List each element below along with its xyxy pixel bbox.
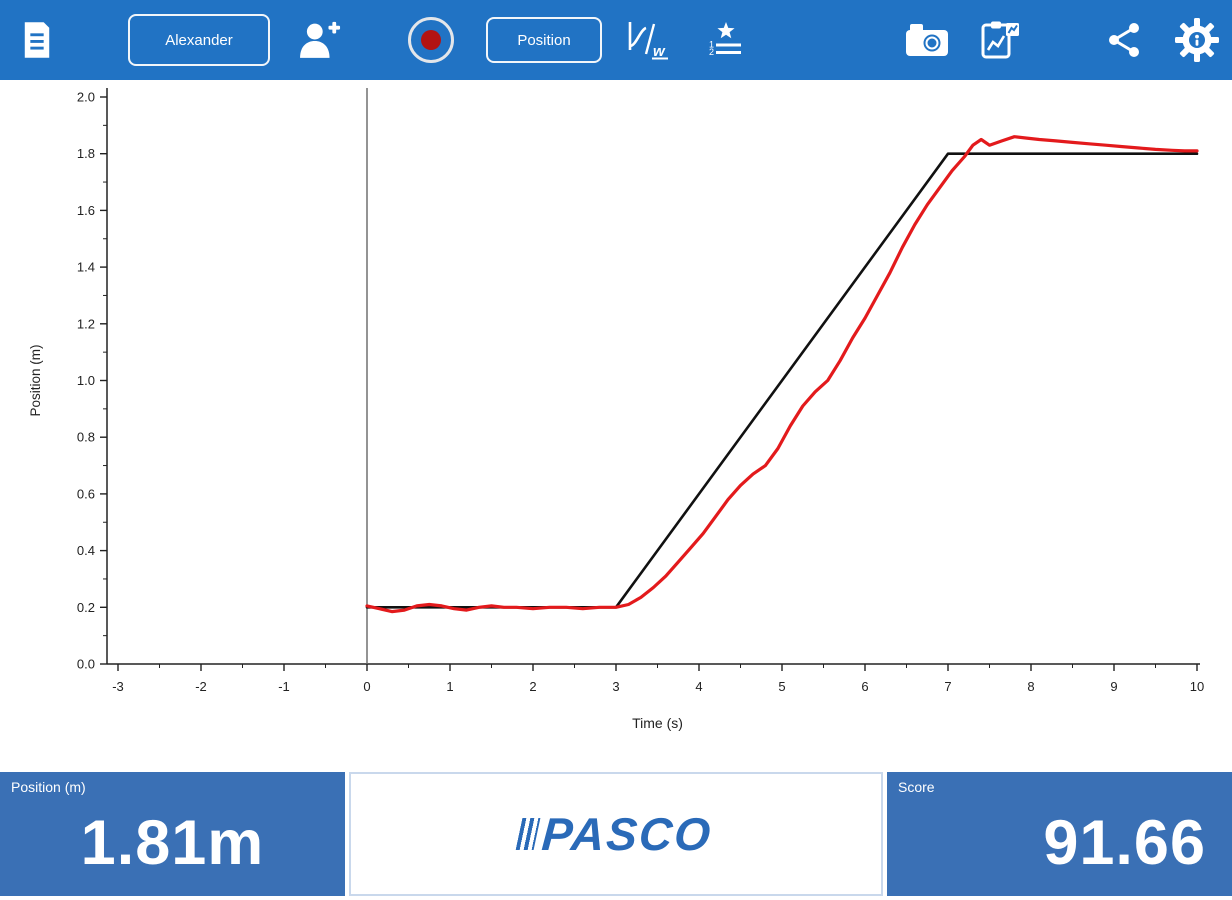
svg-text:2: 2 [529, 679, 536, 694]
svg-text:7: 7 [944, 679, 951, 694]
position-display-label: Position (m) [11, 779, 86, 795]
chart-area[interactable]: 0.0 0.2 0.4 0.6 0.8 1.0 1.2 1.4 1.6 1.8 2.0 -3 -2 -1 0… [0, 80, 1232, 748]
file-icon [24, 22, 50, 58]
svg-text:1: 1 [709, 40, 714, 50]
target-path-line [365, 152, 1199, 609]
svg-text:10: 10 [1190, 679, 1204, 694]
svg-text:1.8: 1.8 [77, 146, 95, 161]
measurement-button-label: Position [517, 31, 571, 49]
share-icon [1109, 23, 1139, 57]
pasco-logo: PASCO [516, 807, 715, 861]
record-dot [421, 30, 441, 50]
svg-text:1.6: 1.6 [77, 203, 95, 218]
svg-text:-2: -2 [195, 679, 207, 694]
svg-text:0.2: 0.2 [77, 600, 95, 615]
svg-text:0.6: 0.6 [77, 486, 95, 501]
svg-text:0.0: 0.0 [77, 657, 95, 672]
svg-text:0.4: 0.4 [77, 543, 95, 558]
user-button-label: Alexander [165, 31, 233, 49]
score-display-panel[interactable]: Score 91.66 [887, 772, 1232, 896]
record-icon [408, 17, 454, 63]
toolbar: Alexander Position w [0, 0, 1232, 80]
journal-button[interactable] [980, 20, 1020, 60]
svg-text:3: 3 [612, 679, 619, 694]
position-display-panel[interactable]: Position (m) 1.81m [0, 772, 345, 896]
svg-text:9: 9 [1110, 679, 1117, 694]
svg-text:5: 5 [778, 679, 785, 694]
add-user-icon [300, 21, 341, 58]
svg-text:2.0: 2.0 [77, 90, 95, 105]
pasco-logo-text: PASCO [540, 808, 715, 860]
score-display-value: 91.66 [1043, 807, 1206, 878]
recorded-position-line [365, 135, 1199, 614]
journal-icon [981, 21, 1019, 59]
measurement-button[interactable]: Position [486, 17, 602, 63]
x-axis-title: Time (s) [632, 715, 683, 731]
position-display-value: 1.81m [80, 807, 265, 878]
graph-tools-icon: w [628, 22, 668, 60]
svg-text:1.0: 1.0 [77, 373, 95, 388]
svg-text:6: 6 [861, 679, 868, 694]
svg-text:0.8: 0.8 [77, 430, 95, 445]
settings-button[interactable] [1174, 17, 1220, 63]
graph-tools-button[interactable]: w [624, 20, 670, 60]
y-axis-title: Position (m) [28, 344, 43, 416]
svg-text:-3: -3 [112, 679, 124, 694]
svg-text:0: 0 [363, 679, 370, 694]
share-button[interactable] [1103, 20, 1145, 60]
svg-text:8: 8 [1027, 679, 1034, 694]
scoreboard-button[interactable]: 1 2 [705, 20, 747, 60]
user-button[interactable]: Alexander [128, 14, 270, 66]
camera-icon [906, 24, 948, 56]
svg-text:1: 1 [446, 679, 453, 694]
settings-gear-icon [1175, 18, 1219, 62]
add-user-button[interactable] [296, 20, 342, 60]
camera-button[interactable] [905, 22, 949, 58]
file-button[interactable] [20, 20, 54, 60]
svg-text:2: 2 [709, 47, 714, 57]
svg-text:4: 4 [695, 679, 702, 694]
svg-text:1.2: 1.2 [77, 316, 95, 331]
chart-svg: 0.0 0.2 0.4 0.6 0.8 1.0 1.2 1.4 1.6 1.8 2.0 -3 -2 -1 0… [28, 88, 1204, 731]
record-button[interactable] [408, 17, 454, 63]
score-display-label: Score [898, 779, 935, 795]
scoreboard-icon: 1 2 [709, 22, 741, 57]
svg-text:-1: -1 [278, 679, 290, 694]
bottom-bar: Position (m) 1.81m PASCO Score 91.66 [0, 772, 1232, 896]
pasco-logo-stripes-icon [516, 818, 541, 850]
svg-text:w: w [653, 43, 666, 60]
svg-text:1.4: 1.4 [77, 260, 95, 275]
logo-panel: PASCO [349, 772, 883, 896]
